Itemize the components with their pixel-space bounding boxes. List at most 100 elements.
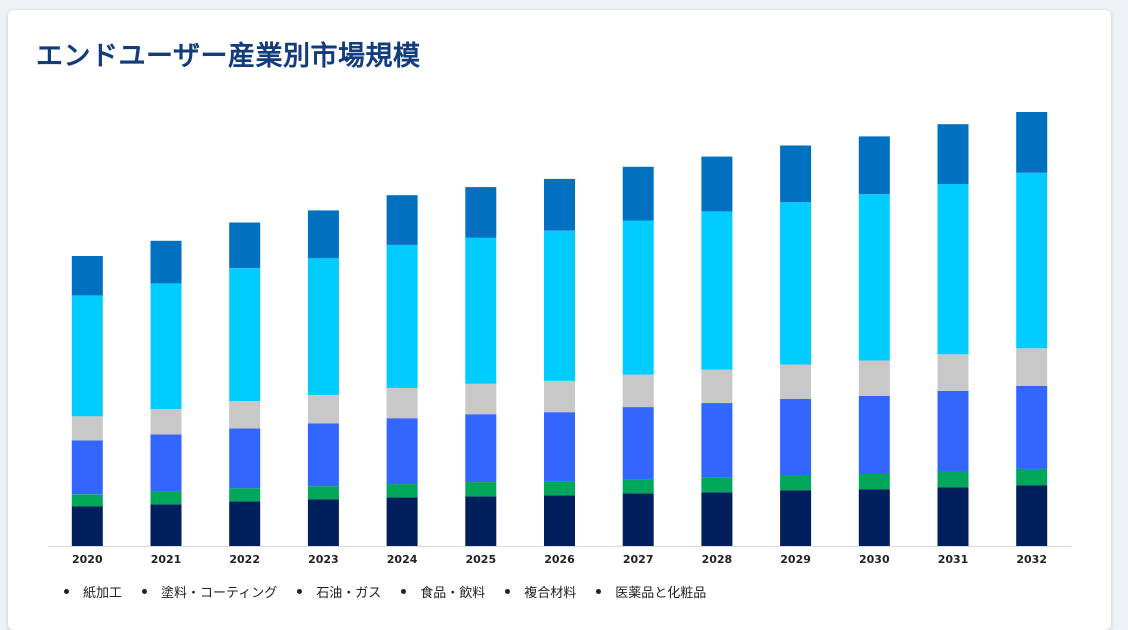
bar-segment-2025-series-4: [465, 237, 497, 384]
x-tick-label-2025: 2025: [465, 553, 496, 566]
bar-segment-2024-series-5: [386, 195, 418, 245]
bar-segment-2023-series-1: [307, 486, 339, 500]
legend-item-5: 医薬品と化粧品: [596, 582, 706, 601]
bar-segment-2027-series-5: [622, 166, 654, 221]
bar-segment-2029-series-4: [780, 202, 812, 365]
bar-segment-2020-series-3: [71, 416, 103, 441]
bar-segment-2023-series-3: [307, 394, 339, 424]
bar-segment-2030-series-0: [858, 489, 890, 546]
bar-segment-2021-series-2: [150, 434, 182, 492]
bar-segment-2021-series-1: [150, 491, 182, 505]
bar-segment-2026-series-1: [544, 481, 575, 496]
bar-segment-2020-series-2: [71, 440, 103, 495]
bar-segment-2029-series-5: [780, 145, 812, 203]
bar-segment-2026-series-4: [544, 230, 575, 381]
bar-segment-2025-series-2: [465, 414, 497, 483]
x-tick-label-2026: 2026: [544, 553, 575, 566]
legend-bullet-icon: [505, 589, 511, 594]
bar-segment-2023-series-4: [307, 258, 339, 395]
legend-item-3: 食品・飲料: [401, 582, 485, 601]
bar-segment-2032-series-0: [1016, 485, 1048, 546]
stacked-bar-chart: 2020 2021 2022 2023 2024 2025 2026 2027 2028 2029…: [48, 112, 1071, 566]
bar-segment-2026-series-5: [544, 178, 575, 231]
bar-segment-2020-series-0: [71, 506, 103, 546]
legend-bullet-icon: [297, 589, 303, 594]
bar-segment-2025-series-0: [465, 496, 497, 546]
bar-segment-2032-series-3: [1016, 348, 1048, 386]
bar-segment-2022-series-0: [229, 501, 261, 546]
bar-segment-2020-series-1: [71, 494, 103, 507]
bar-segment-2030-series-4: [858, 194, 890, 361]
x-tick-label-2022: 2022: [229, 553, 260, 566]
legend-label: 食品・飲料: [420, 586, 486, 601]
bar-segment-2031-series-4: [937, 184, 969, 355]
bar-segment-2028-series-0: [701, 492, 733, 546]
bar-segment-2021-series-5: [150, 240, 182, 284]
bar-segment-2023-series-0: [307, 499, 339, 546]
legend-label: 紙加工: [83, 586, 123, 601]
bar-segment-2031-series-1: [937, 471, 969, 488]
bar-segment-2032-series-1: [1016, 468, 1048, 486]
x-tick-label-2021: 2021: [151, 553, 182, 566]
legend-item-1: 塗料・コーティング: [142, 582, 277, 601]
bar-segment-2029-series-3: [780, 364, 812, 399]
chart-title: エンドユーザー産業別市場規模: [36, 41, 421, 72]
bar-segment-2022-series-2: [229, 428, 261, 489]
bar-segment-2023-series-5: [307, 210, 339, 259]
x-tick-label-2024: 2024: [387, 553, 418, 566]
bar-segment-2027-series-3: [622, 374, 654, 407]
bar-segment-2022-series-1: [229, 488, 261, 502]
x-tick-label-2030: 2030: [859, 553, 890, 566]
chart-card: エンドユーザー産業別市場規模 2020 2021 2022 2023 2024 2025 2…: [8, 10, 1111, 630]
bar-segment-2028-series-5: [701, 156, 733, 212]
legend-bullet-icon: [401, 589, 407, 594]
bar-segment-2030-series-5: [858, 136, 890, 195]
bar-segment-2028-series-3: [701, 369, 733, 404]
legend-label: 複合材料: [524, 586, 577, 601]
bar-segment-2029-series-2: [780, 399, 812, 475]
x-tick-label-2027: 2027: [623, 553, 654, 566]
bar-segment-2030-series-2: [858, 395, 890, 474]
bar-segment-2022-series-3: [229, 401, 261, 429]
bar-segment-2027-series-4: [622, 220, 654, 375]
x-tick-label-2031: 2031: [938, 553, 969, 566]
bar-segment-2021-series-4: [150, 283, 182, 410]
bar-segment-2021-series-3: [150, 409, 182, 435]
legend-label: 石油・ガス: [316, 586, 382, 601]
bar-segment-2029-series-0: [780, 490, 812, 546]
bar-segment-2022-series-4: [229, 268, 261, 401]
bar-segment-2026-series-3: [544, 380, 575, 413]
bar-segment-2031-series-3: [937, 354, 969, 391]
bar-segment-2024-series-3: [386, 387, 418, 419]
bar-segment-2025-series-3: [465, 383, 497, 415]
bar-segment-2031-series-5: [937, 124, 969, 184]
bar-segment-2032-series-2: [1016, 385, 1048, 469]
bar-segment-2020-series-5: [71, 256, 103, 296]
legend-item-4: 複合材料: [505, 582, 576, 601]
bar-segment-2021-series-0: [150, 504, 182, 546]
bar-segment-2027-series-2: [622, 407, 654, 480]
legend-label: 塗料・コーティング: [161, 586, 278, 601]
legend-bullet-icon: [142, 589, 148, 594]
bar-segment-2031-series-0: [937, 487, 969, 546]
legend-bullet-icon: [596, 589, 602, 594]
bar-segment-2027-series-1: [622, 479, 654, 494]
bar-segment-2030-series-1: [858, 474, 890, 490]
x-tick-label-2020: 2020: [72, 553, 103, 566]
legend-item-2: 石油・ガス: [297, 582, 381, 601]
bar-segment-2031-series-2: [937, 390, 969, 471]
legend-item-0: 紙加工: [64, 582, 122, 601]
bar-segment-2024-series-4: [386, 244, 418, 388]
bar-segment-2025-series-1: [465, 482, 497, 497]
legend-bullet-icon: [64, 589, 69, 594]
x-tick-label-2023: 2023: [308, 553, 339, 566]
bar-segment-2028-series-2: [701, 403, 733, 477]
bar-segment-2027-series-0: [622, 493, 654, 546]
bar-segment-2029-series-1: [780, 475, 812, 491]
chart-legend: 紙加工 塗料・コーティング 石油・ガス 食品・飲料 複合材料 医薬品と化粧品: [64, 582, 706, 601]
bar-segment-2024-series-0: [386, 497, 418, 546]
bar-segment-2024-series-1: [386, 484, 418, 498]
bar-segment-2026-series-2: [544, 412, 575, 482]
bar-segment-2024-series-2: [386, 418, 418, 485]
bar-segment-2020-series-4: [71, 295, 103, 417]
